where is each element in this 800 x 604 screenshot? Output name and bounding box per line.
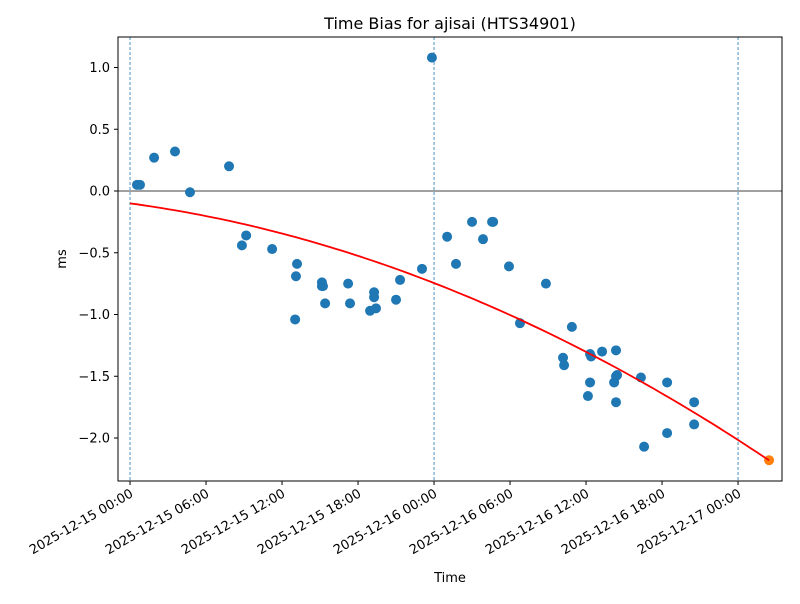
observed-point [582,391,593,402]
observed-point [320,298,331,309]
observed-point [134,179,145,190]
y-tick-label: −2.0 [78,432,110,447]
y-tick-label: −0.5 [78,246,110,261]
observed-point [267,244,278,255]
observed-point [290,271,301,282]
y-tick-label: −1.5 [78,370,110,385]
observed-point [391,294,402,305]
observed-point [426,52,437,63]
observed-point [343,278,354,289]
observed-point [585,377,596,388]
observed-point [689,397,700,408]
observed-point [369,292,380,303]
observed-point [149,152,160,163]
observed-point [292,258,303,269]
observed-point [597,346,608,357]
observed-point [566,321,577,332]
observed-point [662,428,673,439]
observed-point [417,263,428,274]
observed-point [236,240,247,251]
axes-frame [117,36,783,482]
observed-point [370,303,381,314]
observed-point [241,230,252,241]
observed-point [488,216,499,227]
y-tick-label: 0.0 [89,185,110,200]
observed-point [558,352,569,363]
observed-point [184,187,195,198]
chart-title: Time Bias for ajisai (HTS34901) [323,14,576,33]
y-tick-label: −1.0 [78,308,110,323]
y-axis-label: ms [55,249,70,269]
observed-point [345,298,356,309]
observed-point [442,231,453,242]
observed-point [559,360,570,371]
observed-point [170,146,181,157]
fit-curve [129,202,770,462]
observed-point [689,419,700,430]
observed-point [450,258,461,269]
observed-point [467,216,478,227]
y-tick-label: 0.5 [89,123,110,138]
observed-point [478,234,489,245]
observed-point [662,377,673,388]
observed-point [639,441,650,452]
observed-point [290,314,301,325]
x-axis-label: Time [433,571,466,586]
observed-point [612,370,623,381]
observed-point [317,281,328,292]
observed-point [611,345,622,356]
y-tick-label: 1.0 [89,61,110,76]
observed-point [540,278,551,289]
observed-point [224,161,235,172]
observed-point [503,261,514,272]
observed-point [611,397,622,408]
observed-point [395,274,406,285]
